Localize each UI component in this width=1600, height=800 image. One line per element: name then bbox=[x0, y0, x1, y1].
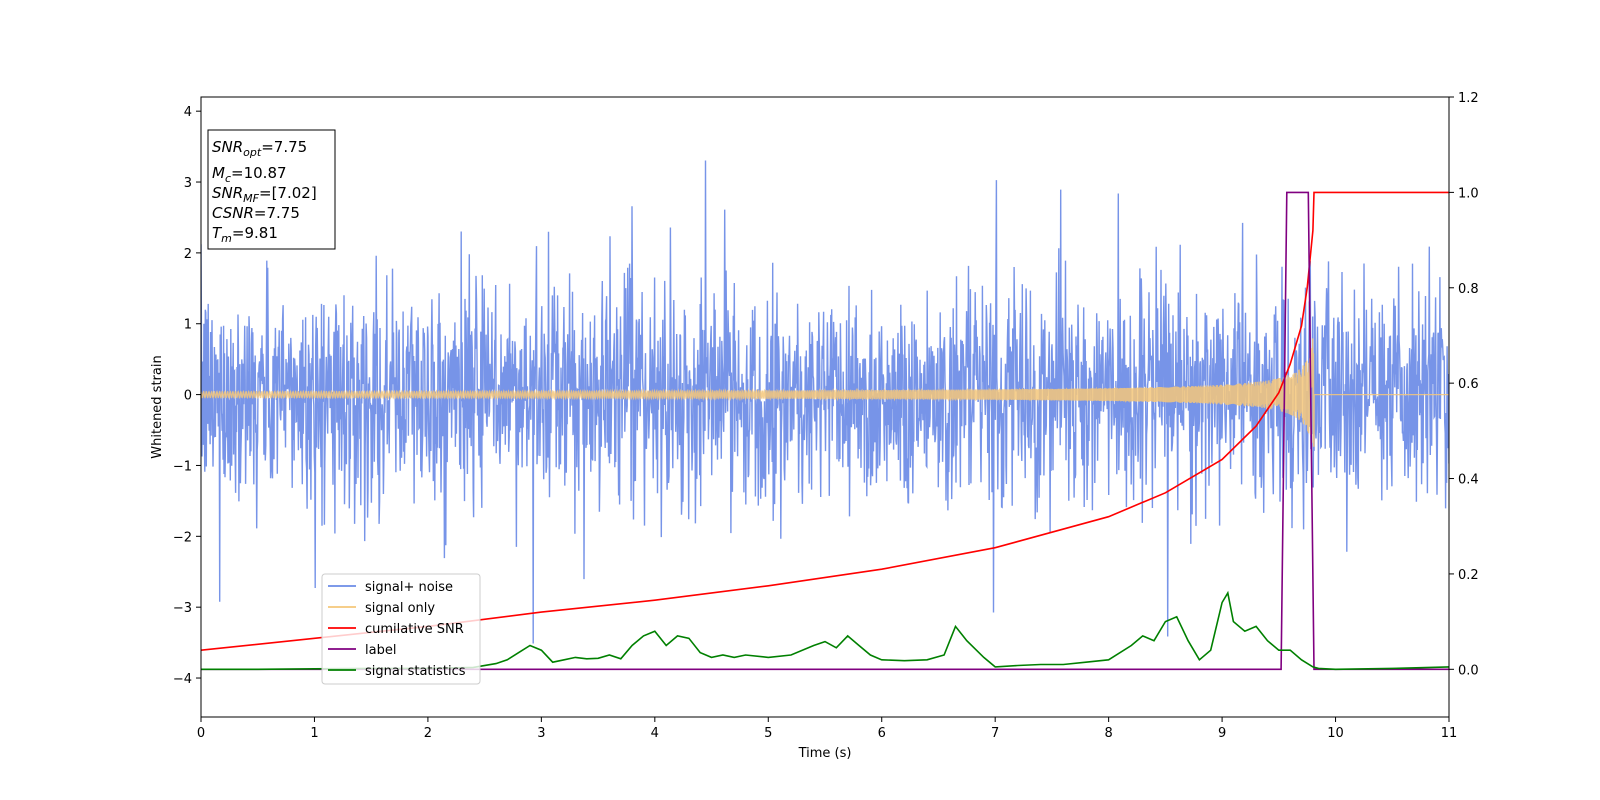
series-cumulative-snr-line bbox=[201, 191, 1449, 651]
series-signal-only-line bbox=[201, 338, 1449, 447]
x-tick-label: 10 bbox=[1327, 726, 1344, 741]
annotation-mc: Mc=10.87 bbox=[212, 164, 287, 185]
y-tick-label: 1 bbox=[184, 318, 192, 333]
legend-frame bbox=[321, 573, 481, 685]
plot-area bbox=[201, 160, 1449, 671]
x-tick-label: 2 bbox=[424, 726, 432, 741]
y-tick-label: 4 bbox=[184, 105, 192, 120]
x-tick-label: 8 bbox=[1104, 726, 1112, 741]
y2-tick-label: 0.0 bbox=[1458, 663, 1479, 678]
y-tick-label: 3 bbox=[184, 176, 192, 191]
y-tick-label: −4 bbox=[173, 672, 192, 687]
legend-entry: signal+ noise bbox=[365, 580, 453, 595]
series-signal-statistics-line bbox=[201, 590, 1449, 671]
y2-tick-label: 0.4 bbox=[1458, 473, 1479, 488]
y2-tick-label: 0.2 bbox=[1458, 568, 1479, 583]
x-tick-label: 9 bbox=[1218, 726, 1226, 741]
legend-entry: label bbox=[365, 643, 396, 658]
annotation-snr-opt: SNRopt=7.75 bbox=[212, 138, 307, 159]
legend: signal+ noise signal only cumilative SNR la… bbox=[321, 573, 481, 685]
y-tick-label: −1 bbox=[173, 459, 192, 474]
x-tick-label: 3 bbox=[537, 726, 545, 741]
annotation-snr-mf: SNRMF=[7.02] bbox=[212, 184, 317, 205]
legend-entry: signal statistics bbox=[365, 664, 466, 679]
legend-entry: signal only bbox=[365, 601, 435, 616]
plot-frame bbox=[200, 96, 1450, 718]
x-tick-label: 7 bbox=[991, 726, 999, 741]
legend-entry: cumilative SNR bbox=[365, 622, 464, 637]
y-axis-label: Whitened strain bbox=[150, 355, 165, 458]
x-tick-label: 1 bbox=[310, 726, 318, 741]
y-tick-label: 2 bbox=[184, 247, 192, 262]
x-axis: 0 1 2 3 4 5 6 7 8 9 10 11 bbox=[197, 717, 1457, 741]
y-tick-label: −2 bbox=[173, 530, 192, 545]
annotation-tm: Tm=9.81 bbox=[212, 224, 278, 245]
y2-tick-label: 1.2 bbox=[1458, 91, 1479, 106]
x-tick-label: 0 bbox=[197, 726, 205, 741]
x-axis-label: Time (s) bbox=[798, 746, 852, 761]
y-axis-right: 0.0 0.2 0.4 0.6 0.8 1.0 1.2 bbox=[1449, 91, 1479, 678]
annotation-box: SNRopt=7.75 Mc=10.87 SNRMF=[7.02] CSNR=7… bbox=[207, 129, 336, 250]
y-tick-label: 0 bbox=[184, 389, 192, 404]
annotation-csnr: CSNR=7.75 bbox=[212, 204, 300, 222]
y2-tick-label: 1.0 bbox=[1458, 186, 1479, 201]
x-tick-label: 6 bbox=[878, 726, 886, 741]
y2-tick-label: 0.8 bbox=[1458, 282, 1479, 297]
x-tick-label: 5 bbox=[764, 726, 772, 741]
x-tick-label: 11 bbox=[1441, 726, 1458, 741]
y-axis-left: −4 −3 −2 −1 0 1 2 3 4 bbox=[173, 105, 201, 687]
x-tick-label: 4 bbox=[651, 726, 659, 741]
y2-tick-label: 0.6 bbox=[1458, 377, 1479, 392]
y-tick-label: −3 bbox=[173, 601, 192, 616]
